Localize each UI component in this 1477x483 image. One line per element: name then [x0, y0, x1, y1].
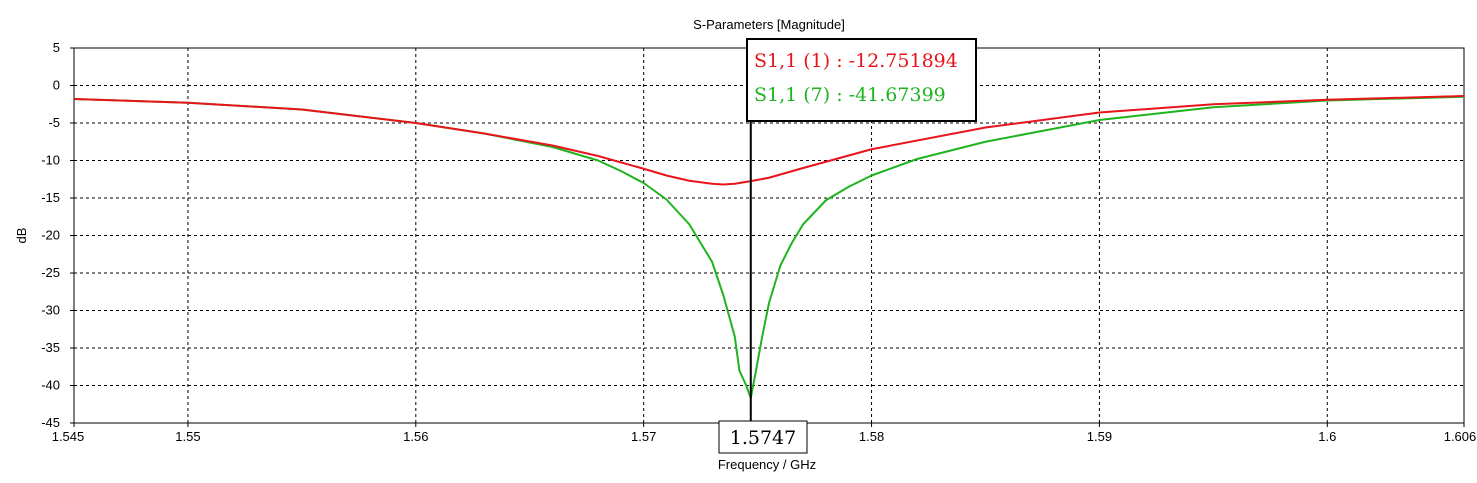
- marker-readout-2: S1,1 (7) : -41.67399: [754, 84, 946, 106]
- x-tick-label: 1.59: [1087, 429, 1112, 444]
- marker-x-label: 1.5747: [730, 427, 796, 449]
- chart-title: S-Parameters [Magnitude]: [693, 17, 845, 32]
- frequency-marker[interactable]: S1,1 (1) : -12.751894 S1,1 (7) : -41.6739…: [719, 39, 976, 453]
- y-tick-label: -30: [41, 303, 60, 318]
- y-axis-title: dB: [14, 228, 29, 244]
- y-tick-label: 0: [53, 78, 60, 93]
- x-tick-label: 1.606: [1444, 429, 1477, 444]
- series-line-2: [74, 97, 1464, 398]
- series-lines: [74, 96, 1464, 398]
- x-tick-label: 1.57: [631, 429, 656, 444]
- x-tick-label: 1.6: [1318, 429, 1336, 444]
- x-tick-label: 1.55: [175, 429, 200, 444]
- y-tick-label: -25: [41, 265, 60, 280]
- x-tick-label: 1.56: [403, 429, 428, 444]
- marker-readout-1: S1,1 (1) : -12.751894: [754, 50, 958, 72]
- x-tick-label: 1.545: [52, 429, 85, 444]
- y-tick-label: -10: [41, 153, 60, 168]
- x-tick-label: 1.58: [859, 429, 884, 444]
- x-axis-title: Frequency / GHz: [718, 457, 816, 472]
- y-tick-label: -45: [41, 415, 60, 430]
- y-tick-label: -40: [41, 378, 60, 393]
- y-tick-label: -35: [41, 340, 60, 355]
- y-tick-label: -15: [41, 190, 60, 205]
- y-tick-label: 5: [53, 40, 60, 55]
- y-tick-label: -5: [48, 115, 60, 130]
- y-axis-ticks: 5 0 -5 -10 -15 -20 -25 -30 -35 -40 -45: [41, 40, 74, 430]
- y-tick-label: -20: [41, 228, 60, 243]
